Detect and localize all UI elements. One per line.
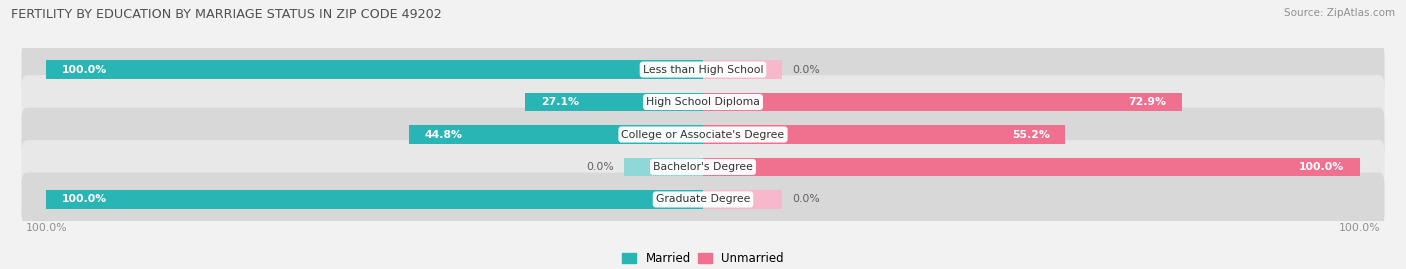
Text: College or Associate's Degree: College or Associate's Degree <box>621 129 785 140</box>
Bar <box>703 190 782 209</box>
Text: 72.9%: 72.9% <box>1128 97 1166 107</box>
FancyBboxPatch shape <box>21 108 1385 161</box>
Text: Source: ZipAtlas.com: Source: ZipAtlas.com <box>1284 8 1395 18</box>
Text: 27.1%: 27.1% <box>541 97 579 107</box>
Text: High School Diploma: High School Diploma <box>647 97 759 107</box>
Bar <box>703 93 1181 111</box>
Text: Bachelor's Degree: Bachelor's Degree <box>652 162 754 172</box>
Text: 0.0%: 0.0% <box>793 194 820 204</box>
Text: 44.8%: 44.8% <box>425 129 463 140</box>
Text: 0.0%: 0.0% <box>586 162 613 172</box>
Text: 100.0%: 100.0% <box>1299 162 1344 172</box>
Text: FERTILITY BY EDUCATION BY MARRIAGE STATUS IN ZIP CODE 49202: FERTILITY BY EDUCATION BY MARRIAGE STATU… <box>11 8 441 21</box>
Bar <box>703 125 1066 144</box>
Bar <box>46 60 703 79</box>
FancyBboxPatch shape <box>21 75 1385 129</box>
Text: Less than High School: Less than High School <box>643 65 763 75</box>
Legend: Married, Unmarried: Married, Unmarried <box>617 247 789 269</box>
Text: 0.0%: 0.0% <box>793 65 820 75</box>
FancyBboxPatch shape <box>21 173 1385 226</box>
Text: Graduate Degree: Graduate Degree <box>655 194 751 204</box>
Bar <box>46 190 703 209</box>
Bar <box>524 93 703 111</box>
FancyBboxPatch shape <box>21 140 1385 194</box>
Text: 55.2%: 55.2% <box>1012 129 1050 140</box>
Bar <box>703 60 782 79</box>
Bar <box>409 125 703 144</box>
Bar <box>703 158 1360 176</box>
Text: 100.0%: 100.0% <box>62 65 107 75</box>
FancyBboxPatch shape <box>21 43 1385 96</box>
Text: 100.0%: 100.0% <box>62 194 107 204</box>
Bar <box>624 158 703 176</box>
